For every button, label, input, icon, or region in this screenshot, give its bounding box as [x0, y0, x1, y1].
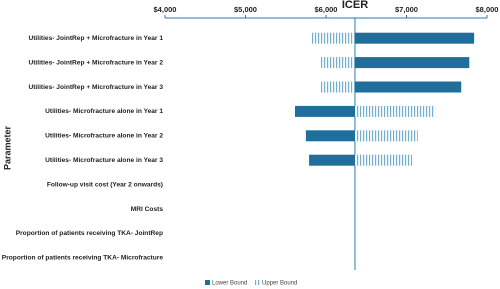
bar [354, 105, 436, 117]
category-label: Utilities- Microfracture alone in Year 1 [45, 108, 163, 115]
category-label: Utilities- JointRep + Microfracture in Y… [28, 59, 163, 66]
bar [354, 57, 470, 69]
bar [295, 105, 355, 117]
category-label: Follow-up visit cost (Year 2 onwards) [47, 181, 163, 188]
x-tick-label: $6,000 [315, 5, 338, 14]
x-tick-label: $7,000 [395, 5, 418, 14]
bar [319, 81, 355, 93]
legend-swatch [255, 280, 260, 285]
x-tick-label: $4,000 [154, 5, 177, 14]
category-label: MRI Costs [131, 206, 164, 213]
bar [354, 81, 462, 93]
chart-title: ICER [342, 0, 368, 11]
bar [310, 32, 355, 44]
category-label: Utilities- Microfracture alone in Year 2 [45, 133, 163, 140]
category-label: Utilities- Microfracture alone in Year 3 [45, 157, 163, 164]
bar [319, 57, 355, 69]
bar [309, 154, 355, 166]
bar [354, 32, 475, 44]
category-label: Proportion of patients receiving TKA- Mi… [2, 255, 164, 262]
category-label: Utilities- JointRep + Microfracture in Y… [28, 84, 163, 91]
legend-label: Upper Bound [262, 281, 297, 287]
y-axis-label: Parameter [2, 125, 12, 170]
legend-label: Lower Bound [212, 281, 247, 287]
legend-swatch [205, 280, 210, 285]
category-label: Proportion of patients receiving TKA- Jo… [16, 230, 163, 237]
x-tick-label: $5,000 [234, 5, 257, 14]
bar [354, 130, 418, 142]
bar [354, 154, 413, 166]
category-label: Utilities- JointRep + Microfracture in Y… [28, 35, 163, 42]
x-tick-label: $8,000 [476, 5, 499, 14]
bar [305, 130, 355, 142]
